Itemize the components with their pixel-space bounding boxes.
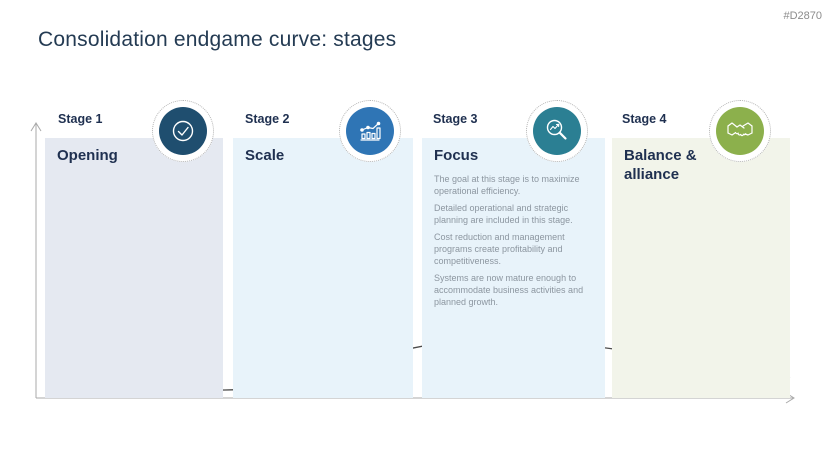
stage-3-paragraph: The goal at this stage is to maximize op… xyxy=(434,173,580,196)
stage-3-paragraph: Cost reduction and management programs c… xyxy=(434,231,565,266)
stage-4-badge xyxy=(709,100,771,162)
stage-2-title: Scale xyxy=(245,147,285,164)
check-circle-icon xyxy=(159,107,207,155)
stage-1-label: Stage 1 xyxy=(58,112,103,126)
magnifier-chart-icon xyxy=(533,107,581,155)
stage-2-label: Stage 2 xyxy=(245,112,290,126)
stage-3-badge xyxy=(526,100,588,162)
handshake-icon xyxy=(716,107,764,155)
stage-3-paragraph: Detailed operational and strategic plann… xyxy=(434,202,573,225)
stage-2-panel: Scale xyxy=(233,138,413,398)
stage-1-badge xyxy=(152,100,214,162)
page-title: Consolidation endgame curve: stages xyxy=(38,28,397,51)
stage-4-title: Balance & alliance xyxy=(624,147,697,183)
bar-chart-icon xyxy=(346,107,394,155)
template-id-tag: #D2870 xyxy=(783,10,822,22)
stage-3-label: Stage 3 xyxy=(433,112,478,126)
y-axis xyxy=(30,122,42,398)
stage-3-panel: Focus The goal at this stage is to maxim… xyxy=(422,138,605,398)
stage-1-panel: Opening xyxy=(45,138,223,398)
stage-3-title: Focus xyxy=(434,147,479,164)
stage-4-panel: Balance & alliance xyxy=(612,138,790,398)
stage-4-label: Stage 4 xyxy=(622,112,667,126)
stage-3-paragraph: Systems are now mature enough to accommo… xyxy=(434,272,584,307)
stage-3-description: The goal at this stage is to maximize op… xyxy=(422,166,605,308)
stage-1-title: Opening xyxy=(57,147,118,164)
stage-2-badge xyxy=(339,100,401,162)
